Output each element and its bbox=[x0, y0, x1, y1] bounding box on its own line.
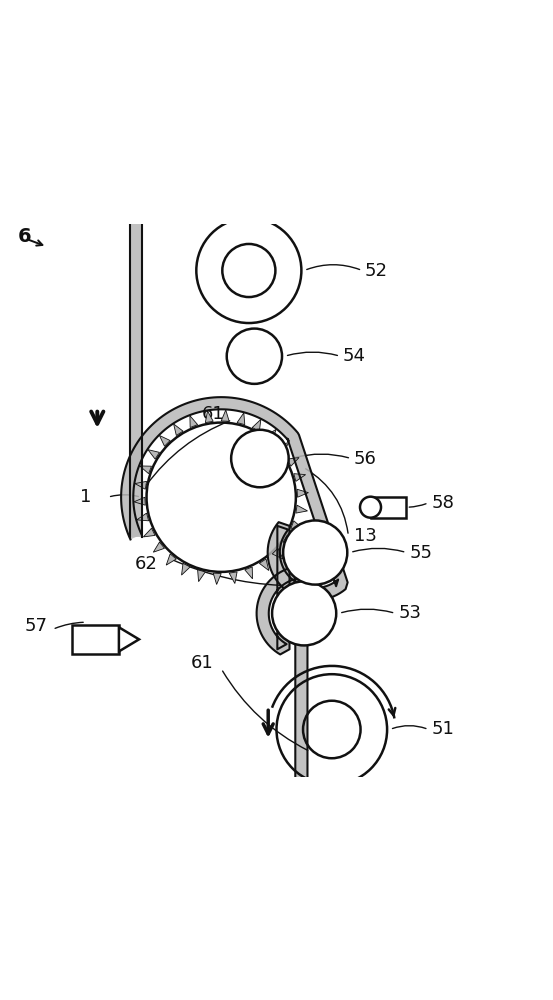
Polygon shape bbox=[278, 442, 289, 452]
Polygon shape bbox=[121, 397, 348, 785]
Circle shape bbox=[231, 430, 289, 487]
Text: 56: 56 bbox=[354, 450, 377, 468]
Text: 53: 53 bbox=[398, 604, 421, 622]
Polygon shape bbox=[130, 218, 142, 537]
Polygon shape bbox=[213, 573, 221, 584]
Polygon shape bbox=[252, 419, 261, 431]
Polygon shape bbox=[119, 627, 139, 651]
Polygon shape bbox=[174, 424, 183, 435]
Polygon shape bbox=[294, 474, 306, 481]
Polygon shape bbox=[148, 450, 159, 459]
Polygon shape bbox=[181, 563, 190, 575]
Text: 6: 6 bbox=[18, 227, 32, 246]
Text: 52: 52 bbox=[365, 262, 388, 280]
Circle shape bbox=[272, 581, 336, 645]
Circle shape bbox=[196, 218, 301, 323]
Polygon shape bbox=[190, 416, 197, 428]
Polygon shape bbox=[221, 410, 229, 421]
Polygon shape bbox=[259, 559, 269, 571]
Text: 57: 57 bbox=[24, 617, 48, 635]
Polygon shape bbox=[266, 429, 276, 441]
Text: 58: 58 bbox=[431, 494, 454, 512]
Polygon shape bbox=[245, 567, 253, 579]
Polygon shape bbox=[272, 548, 283, 559]
Polygon shape bbox=[296, 505, 307, 513]
Polygon shape bbox=[153, 542, 164, 552]
Polygon shape bbox=[205, 411, 213, 423]
Text: 54: 54 bbox=[343, 347, 366, 365]
Text: 62: 62 bbox=[135, 555, 158, 573]
Polygon shape bbox=[229, 572, 237, 584]
Circle shape bbox=[227, 329, 282, 384]
Polygon shape bbox=[297, 489, 309, 497]
Polygon shape bbox=[166, 554, 176, 565]
Text: 51: 51 bbox=[431, 720, 454, 738]
Polygon shape bbox=[134, 497, 145, 505]
Text: 61: 61 bbox=[201, 405, 225, 423]
Text: 61: 61 bbox=[190, 654, 213, 672]
Polygon shape bbox=[237, 413, 245, 425]
Polygon shape bbox=[135, 481, 147, 489]
Circle shape bbox=[283, 520, 347, 585]
Polygon shape bbox=[288, 458, 299, 466]
Text: 13: 13 bbox=[354, 527, 377, 545]
Circle shape bbox=[360, 497, 381, 518]
Bar bbox=[72, 625, 119, 654]
Polygon shape bbox=[137, 513, 149, 521]
Text: 55: 55 bbox=[409, 544, 432, 562]
Polygon shape bbox=[291, 521, 303, 529]
Polygon shape bbox=[143, 528, 155, 537]
Polygon shape bbox=[159, 435, 170, 446]
Bar bbox=[371, 497, 406, 518]
Polygon shape bbox=[283, 535, 295, 545]
Polygon shape bbox=[197, 570, 205, 582]
Circle shape bbox=[147, 423, 296, 572]
Polygon shape bbox=[139, 466, 152, 474]
Text: 1: 1 bbox=[80, 488, 91, 506]
